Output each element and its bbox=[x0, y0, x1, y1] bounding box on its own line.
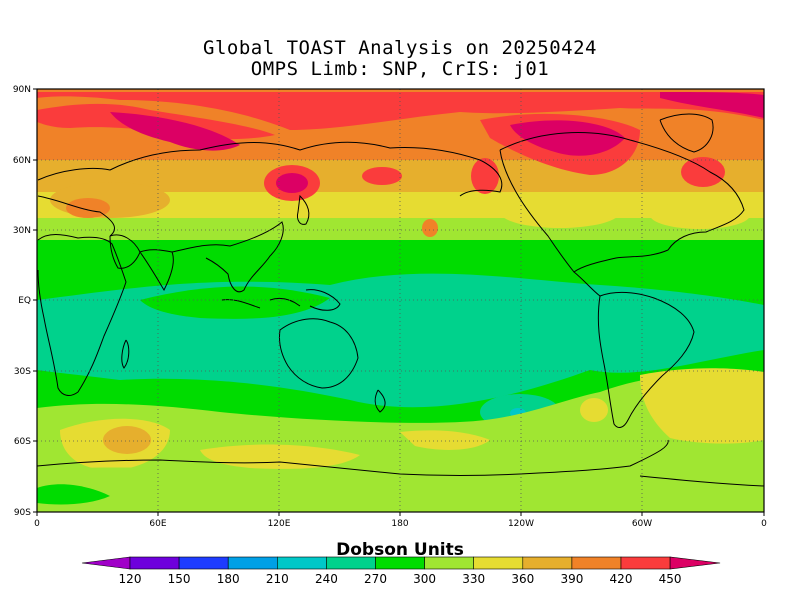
lon-label-60w: 60W bbox=[632, 519, 652, 529]
lon-label-120w: 120W bbox=[508, 519, 534, 529]
coastlines bbox=[37, 113, 764, 487]
colorbar-tick-label: 420 bbox=[610, 572, 633, 586]
lon-label-120e: 120E bbox=[268, 519, 291, 529]
graticule bbox=[37, 89, 764, 512]
lat-label-30s: 30S bbox=[14, 367, 31, 377]
lat-label-eq: EQ bbox=[18, 296, 31, 306]
colorbar-tick-label: 360 bbox=[511, 572, 534, 586]
colorbar-tick-label: 450 bbox=[659, 572, 682, 586]
lat-label-90n: 90N bbox=[13, 85, 31, 95]
colorbar-tick-label: 180 bbox=[217, 572, 240, 586]
map-subtitle: OMPS Limb: SNP, CrIS: j01 bbox=[250, 58, 550, 80]
colorbar-tick-label: 240 bbox=[315, 572, 338, 586]
lon-label-60e: 60E bbox=[149, 519, 166, 529]
colorbar-label: Dobson Units bbox=[336, 540, 464, 560]
colorbar-tick-label: 270 bbox=[364, 572, 387, 586]
lat-label-60n: 60N bbox=[13, 156, 31, 166]
colorbar-tick-label: 150 bbox=[168, 572, 191, 586]
colorbar-tick-label: 390 bbox=[560, 572, 583, 586]
ozone-field bbox=[37, 89, 764, 512]
colorbar-tick-label: 120 bbox=[119, 572, 142, 586]
lat-label-60s: 60S bbox=[14, 437, 31, 447]
colorbar: 120 150 180 210 240 270 300 330 360 390 420 450 bbox=[81, 556, 721, 586]
lon-label-0-right: 0 bbox=[761, 519, 767, 529]
lon-label-0: 0 bbox=[34, 519, 40, 529]
colorbar-right-arrow bbox=[669, 556, 721, 570]
map-title: Global TOAST Analysis on 20250424 bbox=[203, 37, 597, 59]
lon-label-180: 180 bbox=[391, 519, 408, 529]
lat-label-30n: 30N bbox=[13, 226, 31, 236]
colorbar-tick-label: 300 bbox=[413, 572, 436, 586]
colorbar-tick-label: 330 bbox=[462, 572, 485, 586]
colorbar-tick-label: 210 bbox=[266, 572, 289, 586]
lat-label-90s: 90S bbox=[14, 508, 31, 518]
